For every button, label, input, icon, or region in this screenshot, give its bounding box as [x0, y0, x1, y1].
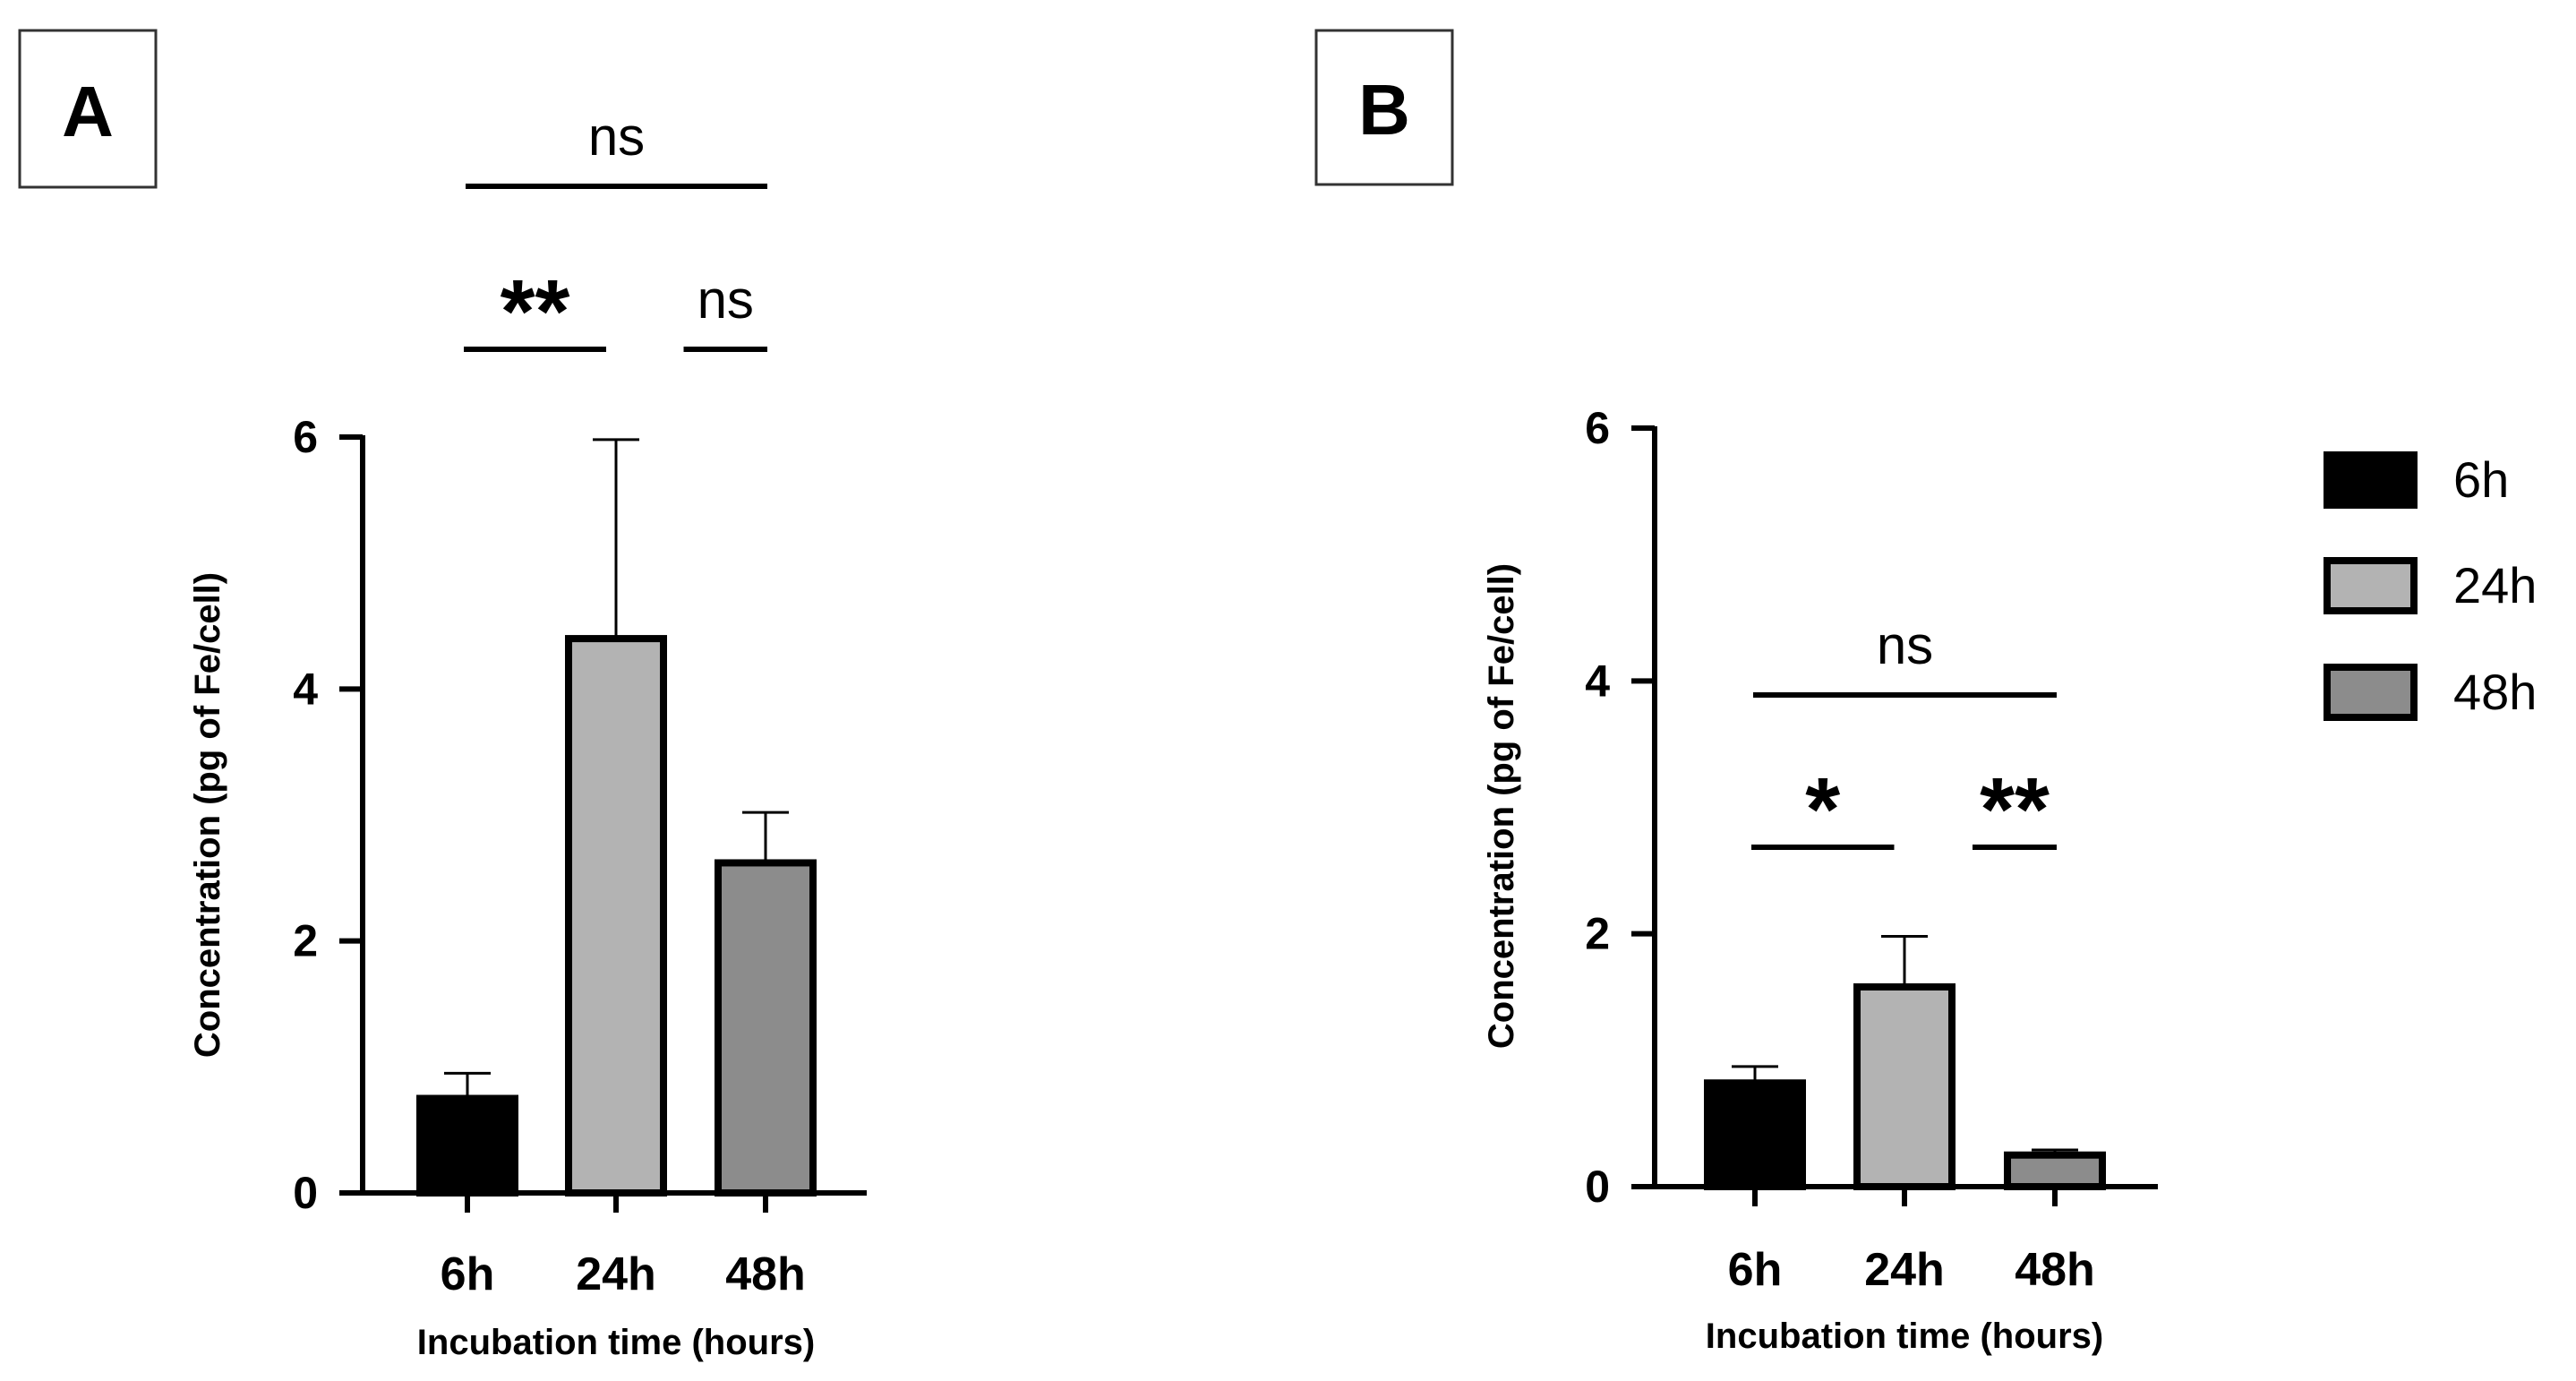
legend-label: 24h	[2453, 557, 2537, 613]
significance-label: ns	[1877, 615, 1933, 675]
y-tick-label: 4	[1585, 656, 1610, 706]
significance-label: *	[1805, 759, 1840, 860]
x-tick-label: 6h	[441, 1248, 495, 1300]
bar-24h	[565, 635, 667, 1197]
y-tick-label: 6	[1585, 403, 1610, 453]
x-tick-label: 6h	[1728, 1244, 1783, 1296]
bar-48h	[715, 859, 817, 1197]
legend-swatch-24h	[2324, 557, 2418, 614]
legend-label: 6h	[2453, 451, 2509, 508]
y-tick-label: 2	[1585, 909, 1610, 959]
panel-label-box	[18, 29, 158, 189]
panel-b: B 0 2 4 6 6h 24h 48h Incubation time (hours) Conc…	[1314, 29, 2158, 1356]
significance-label: **	[1980, 759, 2050, 860]
y-tick-label: 0	[1585, 1162, 1610, 1212]
x-tick-label: 48h	[2015, 1244, 2095, 1296]
panel-label: A	[62, 72, 114, 151]
y-tick-label: 0	[293, 1168, 318, 1218]
y-tick-label: 6	[293, 412, 318, 462]
y-tick-label: 2	[293, 916, 318, 966]
x-tick-label: 24h	[1864, 1244, 1945, 1296]
panel-label-box	[1314, 29, 1454, 186]
significance-label: ns	[588, 107, 645, 167]
x-axis-label: Incubation time (hours)	[417, 1323, 815, 1362]
y-axis-label: Concentration (pg of Fe/cell)	[188, 572, 227, 1058]
x-tick-label: 24h	[576, 1248, 656, 1300]
significance-label: **	[501, 262, 570, 362]
legend-swatch-6h	[2324, 451, 2418, 509]
x-axis-label: Incubation time (hours)	[1706, 1317, 2103, 1356]
panel-a: A 0 2 4 6 6h 24h 48h Incubation time (hours) Conc…	[18, 29, 867, 1362]
bar-6h	[416, 1094, 518, 1197]
y-axis-label: Concentration (pg of Fe/cell)	[1482, 563, 1521, 1049]
bar-24h	[1853, 982, 1956, 1190]
significance-label: ns	[697, 270, 754, 330]
y-tick-label: 4	[293, 664, 318, 714]
panel-label: B	[1358, 70, 1410, 150]
bar-6h	[1704, 1079, 1806, 1190]
legend-swatch-48h	[2324, 664, 2418, 721]
bar-48h	[2004, 1151, 2106, 1191]
legend-label: 48h	[2453, 664, 2537, 720]
x-tick-label: 48h	[725, 1248, 806, 1300]
legend: 6h 24h 48h	[2324, 451, 2537, 721]
